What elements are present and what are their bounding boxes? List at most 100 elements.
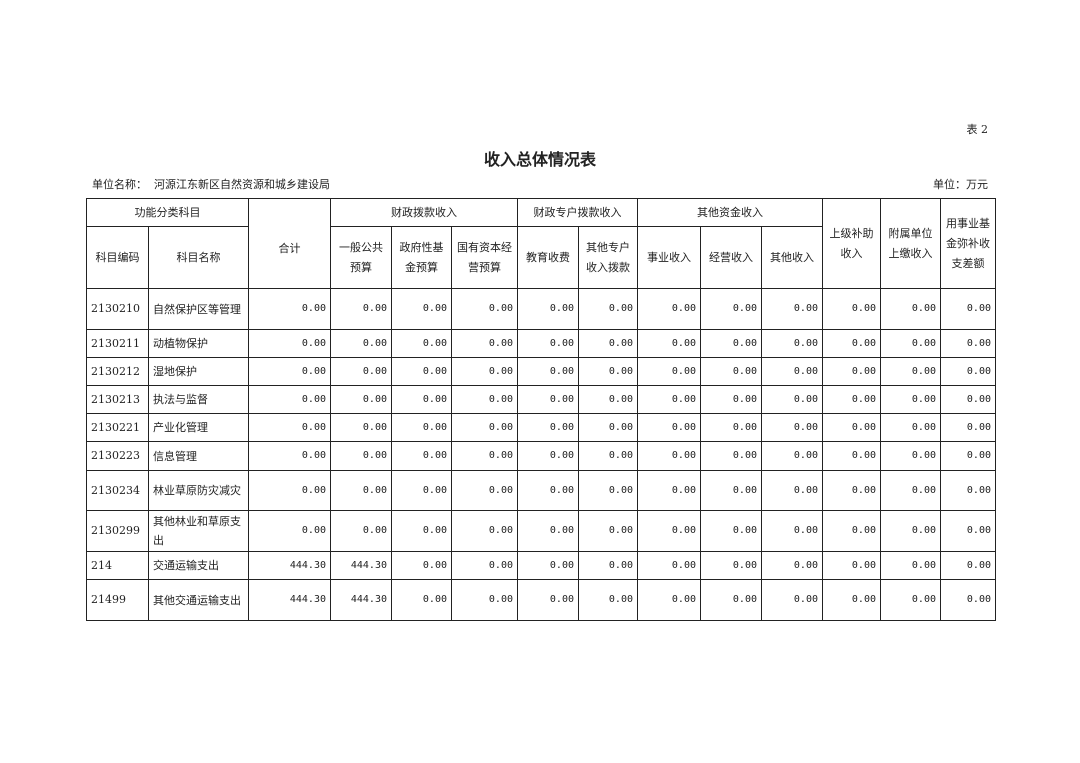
row-value: 0.00 (578, 551, 638, 580)
row-code: 21499 (86, 579, 149, 621)
row-value: 0.00 (700, 470, 762, 511)
row-value: 0.00 (880, 288, 941, 330)
row-value: 0.00 (248, 441, 331, 471)
header-func-class: 功能分类科目 (86, 198, 249, 227)
row-value: 0.00 (578, 288, 638, 330)
row-value: 0.00 (700, 288, 762, 330)
row-value: 0.00 (761, 413, 823, 442)
row-code: 214 (86, 551, 149, 580)
row-value: 0.00 (880, 441, 941, 471)
row-name: 动植物保护 (148, 329, 249, 358)
row-value: 0.00 (822, 385, 881, 414)
row-value: 0.00 (517, 385, 579, 414)
row-value: 0.00 (391, 329, 452, 358)
table-row: 2130213 执法与监督 0.00 0.00 0.00 0.00 0.00 0.00 0.00… (86, 385, 996, 414)
row-value: 0.00 (248, 329, 331, 358)
row-value: 0.00 (637, 413, 701, 442)
header-total: 合计 (248, 198, 331, 289)
row-value: 0.00 (761, 470, 823, 511)
table-row: 21499 其他交通运输支出 444.30 444.30 0.00 0.00 0.00 0.0… (86, 579, 996, 621)
row-value: 0.00 (761, 441, 823, 471)
row-value: 0.00 (822, 329, 881, 358)
header-affiliated: 附属单位上缴收入 (880, 198, 941, 289)
row-value: 0.00 (330, 470, 392, 511)
row-value: 0.00 (940, 579, 996, 621)
row-value: 0.00 (637, 579, 701, 621)
row-name: 其他交通运输支出 (148, 579, 249, 621)
row-value: 0.00 (517, 329, 579, 358)
row-value: 0.00 (330, 329, 392, 358)
row-value: 0.00 (761, 551, 823, 580)
header-name: 科目名称 (148, 226, 249, 289)
row-code: 2130299 (86, 510, 149, 552)
row-value: 0.00 (451, 551, 518, 580)
row-value: 0.00 (330, 510, 392, 552)
row-value: 0.00 (578, 413, 638, 442)
income-table: 功能分类科目 合计 财政拨款收入 财政专户拨款收入 其他资金收入 上级补助收入 … (86, 198, 996, 621)
header-business: 事业收入 (637, 226, 701, 289)
row-name: 执法与监督 (148, 385, 249, 414)
row-value: 0.00 (248, 470, 331, 511)
row-value: 0.00 (451, 470, 518, 511)
header-fiscal: 财政拨款收入 (330, 198, 518, 227)
row-value: 0.00 (330, 413, 392, 442)
row-value: 0.00 (517, 579, 579, 621)
row-code: 2130212 (86, 357, 149, 386)
row-value: 0.00 (451, 329, 518, 358)
row-value: 0.00 (637, 441, 701, 471)
row-value: 0.00 (451, 288, 518, 330)
row-code: 2130234 (86, 470, 149, 511)
row-value: 0.00 (822, 470, 881, 511)
row-value: 0.00 (578, 385, 638, 414)
row-value: 0.00 (940, 288, 996, 330)
row-value: 0.00 (451, 510, 518, 552)
unit-name-label: 单位名称： (92, 178, 147, 191)
row-name: 自然保护区等管理 (148, 288, 249, 330)
row-value: 0.00 (451, 413, 518, 442)
row-code: 2130213 (86, 385, 149, 414)
header-other-funds: 其他资金收入 (637, 198, 823, 227)
row-value: 0.00 (330, 357, 392, 386)
row-value: 0.00 (761, 510, 823, 552)
row-value: 0.00 (637, 357, 701, 386)
row-name: 林业草原防灾减灾 (148, 470, 249, 511)
row-name: 交通运输支出 (148, 551, 249, 580)
row-value: 0.00 (451, 579, 518, 621)
row-value: 0.00 (248, 357, 331, 386)
row-value: 0.00 (880, 551, 941, 580)
header-gov-fund: 政府性基金预算 (391, 226, 452, 289)
page-title: 收入总体情况表 (483, 150, 596, 169)
table-row: 2130212 湿地保护 0.00 0.00 0.00 0.00 0.00 0.00 0.00 0… (86, 357, 996, 386)
row-value: 0.00 (761, 329, 823, 358)
row-value: 0.00 (330, 288, 392, 330)
row-value: 0.00 (822, 579, 881, 621)
row-value: 444.30 (330, 579, 392, 621)
header-edu-fee: 教育收费 (517, 226, 579, 289)
row-value: 0.00 (822, 441, 881, 471)
row-value: 0.00 (391, 470, 452, 511)
row-value: 0.00 (822, 551, 881, 580)
row-value: 0.00 (822, 413, 881, 442)
row-value: 0.00 (451, 441, 518, 471)
row-name: 湿地保护 (148, 357, 249, 386)
row-value: 0.00 (940, 470, 996, 511)
row-value: 0.00 (637, 385, 701, 414)
row-value: 0.00 (940, 385, 996, 414)
header-fund-make-up: 用事业基金弥补收支差额 (940, 198, 996, 289)
row-value: 0.00 (880, 385, 941, 414)
row-value: 0.00 (880, 510, 941, 552)
row-name: 其他林业和草原支出 (148, 510, 249, 552)
row-value: 0.00 (940, 329, 996, 358)
row-value: 0.00 (248, 510, 331, 552)
row-value: 0.00 (578, 579, 638, 621)
unit-name: 单位名称： 河源江东新区自然资源和城乡建设局 (92, 176, 330, 192)
row-value: 0.00 (517, 413, 579, 442)
row-value: 0.00 (391, 413, 452, 442)
row-value: 444.30 (248, 551, 331, 580)
row-value: 0.00 (517, 510, 579, 552)
table-row: 2130299 其他林业和草原支出 0.00 0.00 0.00 0.00 0.00 0.00… (86, 510, 996, 552)
row-value: 0.00 (330, 385, 392, 414)
row-value: 0.00 (700, 357, 762, 386)
header-general: 一般公共预算 (330, 226, 392, 289)
row-value: 0.00 (391, 385, 452, 414)
